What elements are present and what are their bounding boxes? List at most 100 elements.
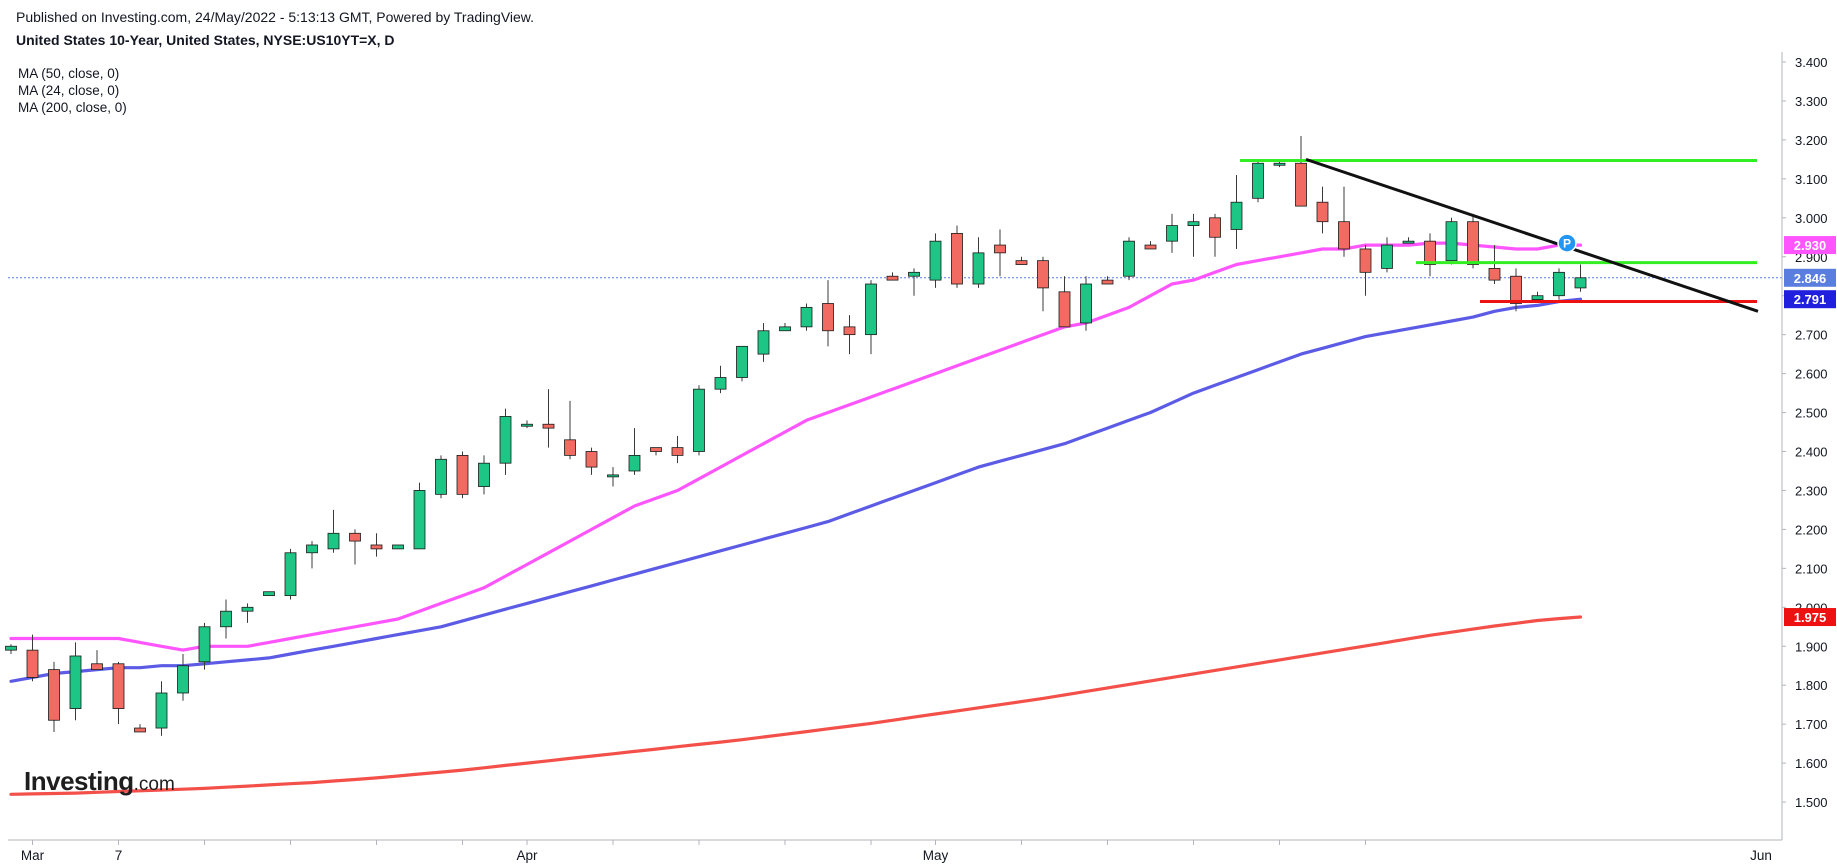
- trend-drawings: P: [1240, 157, 1759, 313]
- candle-body-down: [542, 423, 555, 429]
- candle: [241, 603, 254, 623]
- candle: [478, 455, 490, 495]
- x-tick-label: Apr: [516, 848, 538, 863]
- candle: [1058, 276, 1071, 328]
- candle: [91, 650, 103, 671]
- candle-body-down: [822, 303, 834, 332]
- candle: [542, 389, 555, 448]
- trend-line: [1305, 157, 1759, 313]
- candle: [1037, 256, 1049, 312]
- candle-body-down: [1338, 221, 1350, 250]
- candle-body-up: [1531, 295, 1544, 300]
- candle-body-up: [714, 377, 727, 390]
- candle-body-up: [607, 474, 619, 478]
- price-label-box: [1784, 608, 1836, 627]
- candle: [822, 280, 834, 347]
- candle-body-down: [48, 669, 60, 721]
- axes: [8, 52, 1783, 841]
- indicator-label-ma24[interactable]: MA (24, close, 0): [18, 83, 120, 98]
- candle-body-up: [241, 606, 254, 612]
- candle: [1209, 213, 1221, 257]
- candle: [607, 467, 619, 487]
- candle-body-up: [327, 532, 340, 550]
- candle-body-down: [1037, 260, 1049, 289]
- published-notice: Published on Investing.com, 24/May/2022 …: [16, 9, 535, 25]
- y-tick-label: 3.400: [1795, 55, 1828, 70]
- candle: [1553, 268, 1565, 300]
- candle: [693, 385, 705, 456]
- price-label-box: [1784, 236, 1836, 255]
- candle: [779, 322, 791, 332]
- candle-body-up: [929, 240, 942, 281]
- candle: [1144, 241, 1157, 250]
- x-tick-label: May: [923, 848, 949, 863]
- candle: [413, 482, 426, 550]
- candle: [198, 622, 211, 670]
- candle: [1402, 237, 1415, 244]
- candle: [1230, 174, 1243, 249]
- candle: [435, 455, 447, 499]
- y-tick-label: 2.300: [1795, 483, 1828, 498]
- candle: [1424, 233, 1436, 277]
- candle-body-down: [650, 447, 662, 452]
- candle-body-up: [1553, 271, 1565, 297]
- candle: [1381, 237, 1393, 273]
- price-label-box: [1784, 268, 1836, 287]
- candle: [628, 428, 641, 475]
- indicator-label-ma50[interactable]: MA (50, close, 0): [18, 66, 120, 81]
- candle: [1359, 245, 1372, 296]
- candle: [327, 509, 340, 553]
- candle: [1445, 217, 1458, 265]
- candle-body-up: [800, 306, 813, 328]
- candle-body-down: [1467, 221, 1479, 265]
- candle-body-down: [843, 326, 856, 336]
- candle: [865, 280, 877, 355]
- candle: [929, 233, 942, 288]
- candle: [456, 451, 469, 499]
- candle-body-up: [69, 655, 82, 709]
- candle: [1467, 213, 1479, 269]
- candle: [1338, 186, 1350, 257]
- candle-body-down: [1295, 162, 1307, 207]
- candle: [800, 303, 813, 331]
- candle-body-down: [994, 244, 1006, 254]
- candle: [5, 644, 17, 655]
- candle-body-up: [865, 283, 877, 336]
- candle-body-up: [736, 345, 748, 378]
- candle-body-down: [1101, 279, 1114, 285]
- ma24-line: [9, 241, 1583, 652]
- candle-body-down: [134, 727, 146, 733]
- x-tick-label: Mar: [21, 848, 45, 863]
- candle-body-up: [478, 462, 490, 487]
- indicator-label-ma200[interactable]: MA (200, close, 0): [18, 100, 127, 115]
- candle-body-up: [499, 416, 512, 464]
- candle: [1252, 159, 1264, 203]
- candle: [284, 548, 297, 600]
- candle-body-down: [585, 451, 598, 468]
- candle: [650, 447, 662, 456]
- candle-body-up: [306, 544, 318, 554]
- y-tick-label: 2.600: [1795, 367, 1828, 382]
- candle-body-down: [1316, 201, 1329, 223]
- candle: [886, 272, 899, 281]
- x-tick-label: Jun: [1750, 848, 1772, 863]
- candle-body-up: [1273, 162, 1286, 166]
- x-tick-label: 7: [115, 848, 123, 863]
- y-tick-label: 1.800: [1795, 678, 1828, 693]
- candle: [349, 529, 361, 565]
- candle: [757, 322, 770, 362]
- candle: [972, 237, 985, 288]
- candle-body-down: [370, 544, 383, 550]
- candle: [1080, 276, 1092, 331]
- candle-body-up: [198, 626, 211, 663]
- y-tick-label: 2.400: [1795, 445, 1828, 460]
- candle-body-down: [886, 275, 899, 281]
- p-marker: P: [1557, 233, 1577, 253]
- candle-body-up: [693, 388, 705, 452]
- candle-body-up: [908, 271, 920, 277]
- candle: [26, 634, 39, 682]
- price-label-text: 1.975: [1794, 610, 1827, 625]
- moving-average-lines: [9, 241, 1583, 796]
- candle-body-down: [951, 232, 963, 285]
